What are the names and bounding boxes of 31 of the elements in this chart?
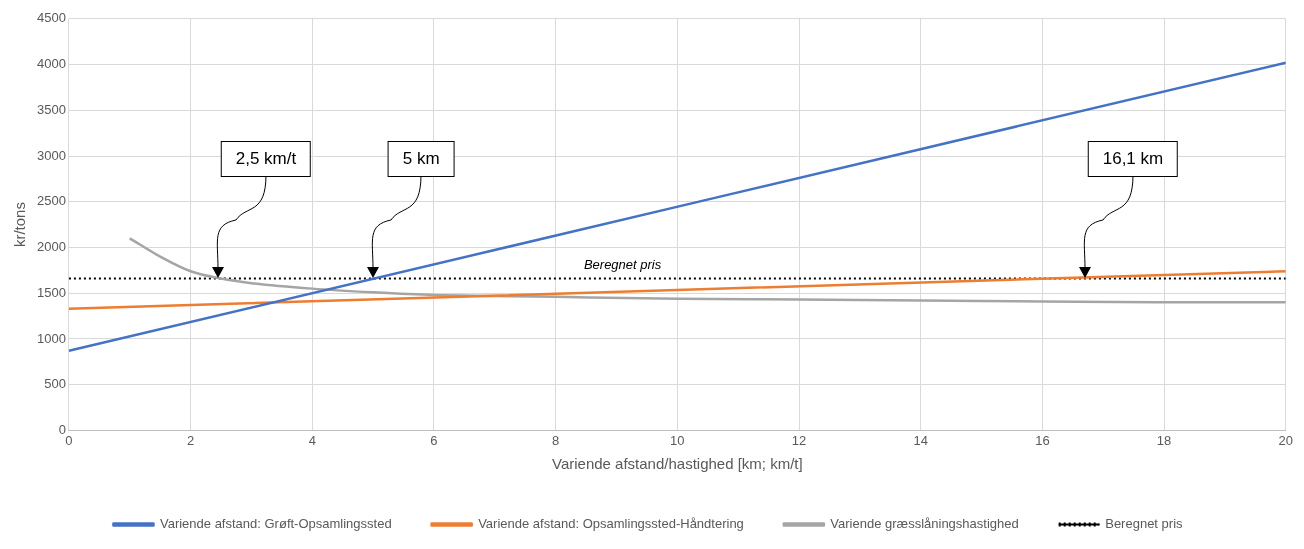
x-tick-label: 4 [308, 432, 316, 448]
x-tick-label: 20 [1278, 432, 1293, 448]
x-axis-title: Variende afstand/hastighed [km; km/t] [552, 455, 803, 473]
line-series [128, 237, 1286, 304]
y-tick-label: 1500 [37, 284, 66, 300]
y-tick-label: 3500 [37, 101, 66, 117]
annotation: 16,1 km [1087, 140, 1179, 177]
y-axis-title: kr/tons [11, 202, 29, 248]
legend-label: Variende afstand: Grøft-Opsamlingssted [159, 516, 392, 532]
x-tick-label: 16 [1035, 432, 1050, 448]
x-tick-label: 6 [430, 432, 438, 448]
y-tick-label: 4500 [37, 10, 66, 26]
x-tick-label: 2 [186, 432, 195, 448]
annotation: 2,5 km/t [220, 140, 312, 177]
x-tick-label: 14 [913, 432, 928, 448]
legend-label: Variende afstand: Opsamlingssted-Håndtering [478, 516, 744, 532]
y-tick-label: 3000 [37, 147, 66, 163]
annotation: 5 km [387, 140, 455, 177]
y-tick-label: 500 [44, 376, 66, 392]
x-tick-label: 10 [670, 432, 685, 448]
y-tick-label: 0 [58, 421, 66, 437]
legend-label: Beregnet pris [1105, 516, 1184, 532]
y-tick-label: 2500 [37, 193, 66, 209]
x-tick-label: 12 [791, 432, 807, 448]
legend-label: Variende græsslåningshastighed [830, 516, 1019, 532]
y-tick-label: 4000 [37, 56, 66, 72]
x-tick-label: 18 [1156, 432, 1172, 448]
y-tick-label: 2000 [37, 239, 66, 255]
y-tick-label: 1000 [37, 330, 66, 346]
x-tick-label: 8 [552, 432, 560, 448]
annotation: Beregnet pris [582, 256, 663, 272]
